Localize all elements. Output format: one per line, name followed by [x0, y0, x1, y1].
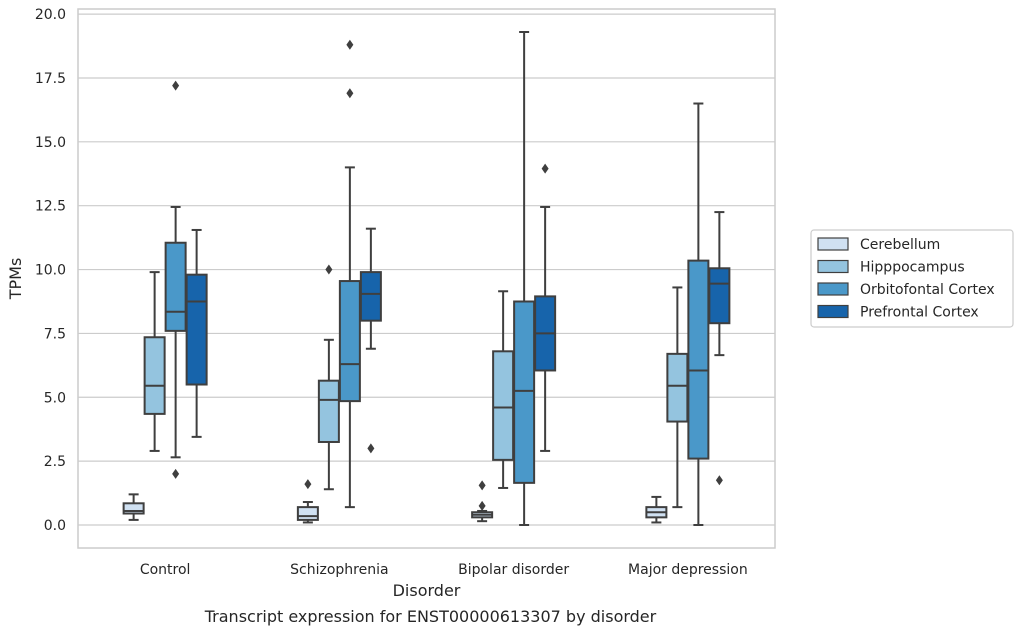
legend-label: Orbitofontal Cortex [860, 282, 995, 298]
outlier-point [172, 80, 180, 91]
box-iqr [708, 267, 731, 325]
box-iqr [513, 300, 536, 484]
box-iqr [185, 273, 208, 386]
x-tick-label: Schizophrenia [290, 562, 388, 578]
legend-swatch [817, 259, 849, 274]
legend-swatch [817, 237, 849, 251]
y-axis-label: TPMs [6, 258, 25, 301]
box-1-3 [359, 227, 382, 454]
box-plot-boxes [122, 30, 731, 527]
outlier-point [346, 39, 354, 50]
x-tick-label: Control [140, 562, 191, 578]
chart-caption: Transcript expression for ENST0000061330… [204, 607, 657, 626]
box-3-2 [687, 102, 710, 527]
box-2-0 [471, 480, 494, 523]
y-tick-label: 0.0 [44, 518, 66, 534]
legend-frame [810, 229, 1014, 328]
box-1-2 [338, 39, 361, 509]
outlier-point [715, 475, 723, 486]
outlier-point [325, 264, 333, 275]
plot-area-frame [77, 8, 776, 549]
outlier-point [304, 479, 312, 490]
box-1-1 [317, 264, 340, 491]
box-3-0 [645, 495, 668, 524]
outlier-point [346, 88, 354, 99]
box-iqr [492, 350, 515, 461]
box-0-3 [185, 228, 208, 438]
box-iqr [122, 502, 145, 515]
legend: Cerebellum Hipppocampus Orbitofontal Corte… [810, 229, 1014, 328]
x-axis-ticks: Control Schizophrenia Bipolar disorder Majo… [140, 562, 748, 578]
x-tick-label: Major depression [628, 562, 748, 578]
box-0-0 [122, 493, 145, 521]
box-iqr [359, 271, 382, 322]
legend-label: Cerebellum [860, 237, 940, 253]
y-axis-ticks: 0.0 2.5 5.0 7.5 10.0 12.5 15.0 17.5 20.0 [35, 7, 66, 534]
box-iqr [666, 352, 689, 423]
box-0-1 [143, 271, 166, 452]
x-tick-label: Bipolar disorder [458, 562, 569, 578]
y-tick-label: 5.0 [44, 390, 66, 406]
box-iqr [143, 336, 166, 415]
box-2-2 [513, 30, 536, 527]
y-tick-label: 7.5 [44, 326, 66, 342]
box-iqr [687, 259, 710, 460]
y-tick-label: 12.5 [35, 199, 66, 215]
box-0-2 [164, 80, 187, 479]
box-iqr [317, 379, 340, 443]
box-2-1 [492, 290, 515, 489]
x-axis-label: Disorder [393, 581, 461, 600]
y-tick-label: 15.0 [35, 135, 66, 151]
y-tick-label: 10.0 [35, 263, 66, 279]
y-tick-label: 20.0 [35, 7, 66, 23]
legend-label: Hipppocampus [860, 260, 965, 276]
legend-swatch [817, 282, 849, 296]
legend-swatch [817, 304, 849, 319]
y-tick-label: 2.5 [44, 454, 66, 470]
box-iqr [338, 280, 361, 403]
outlier-point [478, 480, 486, 491]
outlier-point [478, 500, 486, 511]
box-3-3 [708, 211, 731, 486]
box-3-1 [666, 286, 689, 509]
box-1-0 [296, 479, 319, 524]
legend-label: Prefrontal Cortex [860, 305, 979, 321]
outlier-point [367, 443, 375, 454]
box-2-3 [534, 163, 557, 452]
box-iqr [296, 506, 319, 521]
outlier-point [172, 468, 180, 479]
box-iqr [164, 241, 187, 332]
y-tick-label: 17.5 [35, 71, 66, 87]
outlier-point [541, 163, 549, 174]
